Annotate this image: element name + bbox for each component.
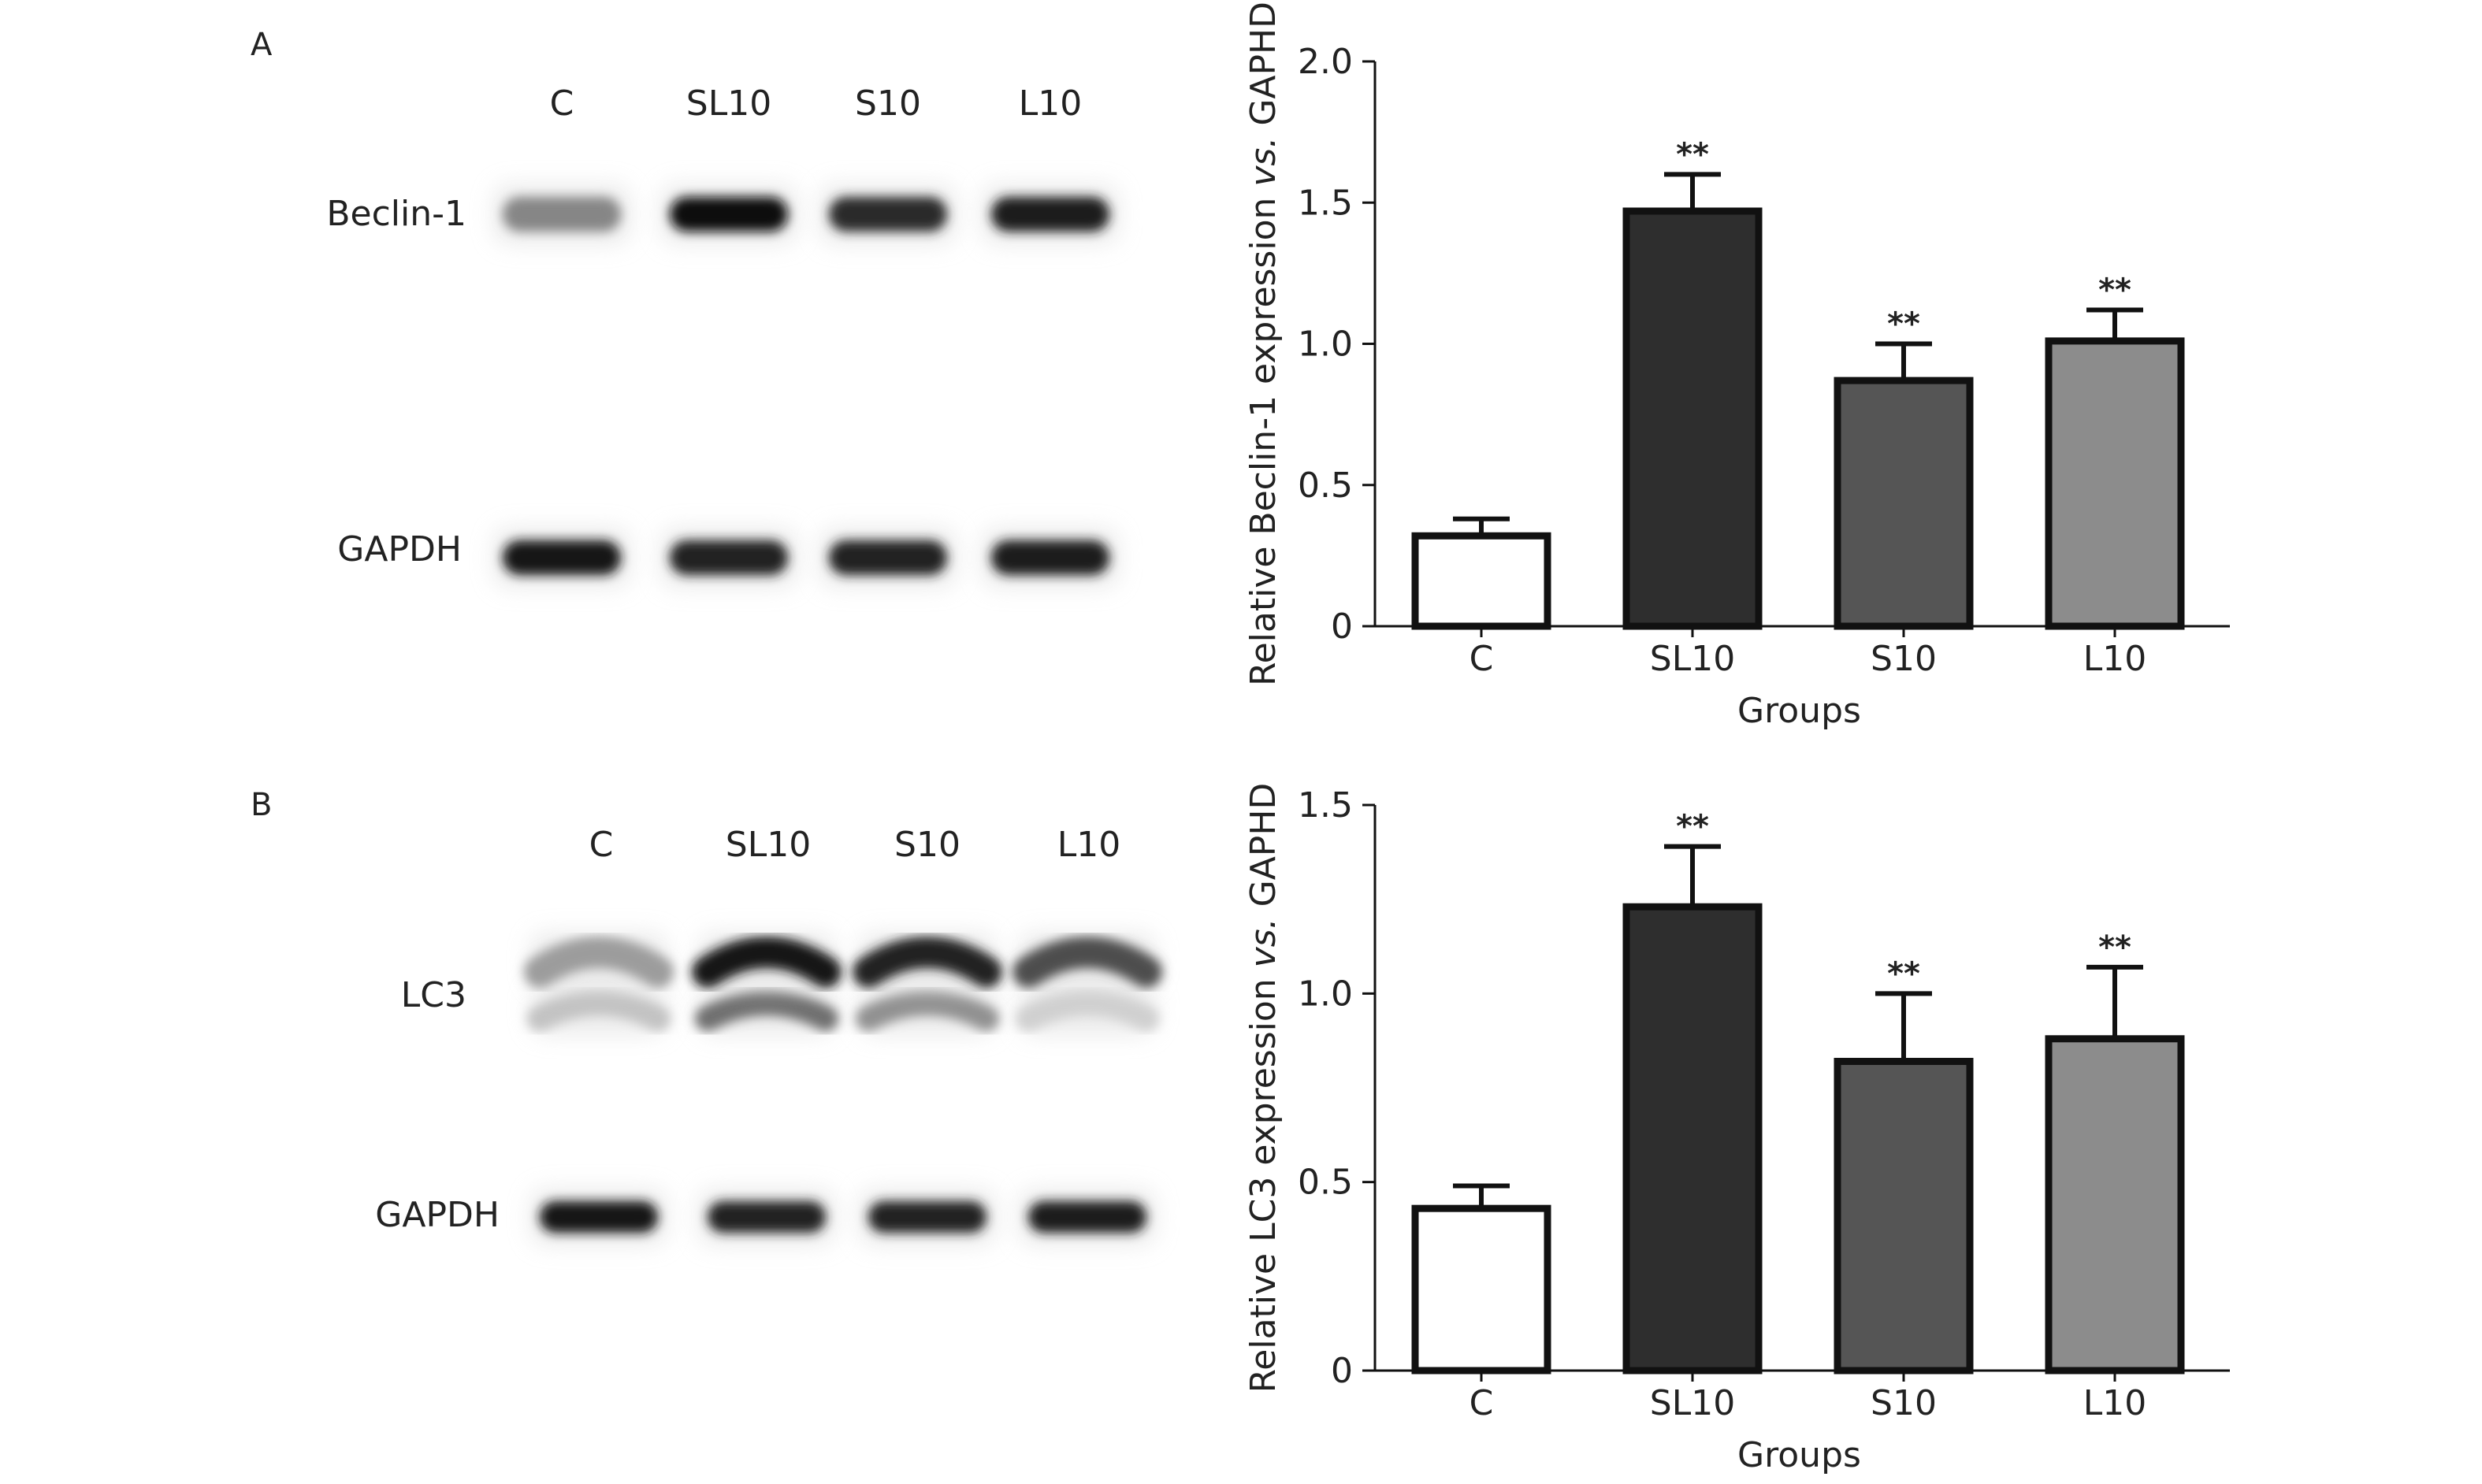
error-bar <box>1875 991 1932 1062</box>
blot-band <box>982 184 1119 244</box>
blot-a-bands <box>493 184 1119 588</box>
error-bar <box>2086 964 2143 1039</box>
blot-band <box>660 184 797 244</box>
x-tick-label: S10 <box>1871 639 1937 679</box>
panel-b-lane-labels: C SL10 S10 L10 <box>589 825 1121 865</box>
chart-beclin-1: 0 0.5 1.0 1.5 2.0 C ** SL10 ** S10 ** L10 Groups Rela… <box>1243 2 2230 731</box>
error-bar <box>1453 1183 1510 1209</box>
lane-label: SL10 <box>686 83 771 124</box>
blot-band <box>530 1189 667 1245</box>
significance-label: ** <box>1887 955 1920 992</box>
significance-label: ** <box>1676 809 1709 845</box>
blot-band <box>819 184 957 244</box>
blot-band <box>982 528 1119 588</box>
blot-row-label: GAPDH <box>337 529 462 569</box>
y-tick-label: 1.5 <box>1298 183 1353 223</box>
bar <box>1834 1057 1974 1375</box>
lane-label: C <box>550 83 574 124</box>
blot-band <box>1012 933 1162 989</box>
panel-b: B C SL10 S10 L10 LC3 GAPDH <box>251 787 1162 1245</box>
blot-row-label: LC3 <box>401 975 466 1015</box>
chart-lc3: 0 0.5 1.0 1.5 C ** SL10 ** S10 ** L10 Groups Relativ… <box>1243 783 2230 1475</box>
significance-label: ** <box>1676 136 1709 173</box>
lane-label: S10 <box>855 83 921 124</box>
lane-label: S10 <box>894 825 960 865</box>
bar <box>1411 1204 1551 1375</box>
panel-b-letter: B <box>251 787 272 823</box>
bar <box>2045 337 2185 630</box>
x-tick-label: C <box>1470 1383 1494 1423</box>
error-bar <box>1664 172 1721 212</box>
blot-row-label: GAPDH <box>375 1195 500 1235</box>
blot-band <box>524 933 674 989</box>
x-axis-title: Groups <box>1737 691 1861 731</box>
lane-label: SL10 <box>726 825 811 865</box>
blot-band <box>698 1189 835 1245</box>
bar <box>1411 532 1551 630</box>
blot-b-bands <box>524 933 1162 1245</box>
x-axis-title: Groups <box>1737 1435 1861 1475</box>
x-tick-label: L10 <box>2083 1383 2147 1423</box>
panel-a-lane-labels: C SL10 S10 L10 <box>550 83 1083 124</box>
blot-band <box>660 528 797 588</box>
x-tick-label: L10 <box>2083 639 2147 679</box>
blot-band <box>859 1189 996 1245</box>
lane-label: L10 <box>1019 83 1083 124</box>
y-axis-title: Relative Beclin-1 expression vs. GAPHD <box>1243 2 1284 686</box>
y-axis-title: Relative LC3 expression vs. GAPHD <box>1243 783 1284 1393</box>
blot-band <box>493 184 630 244</box>
error-bar <box>1664 844 1721 907</box>
y-tick-label: 0.5 <box>1298 466 1353 506</box>
significance-label: ** <box>1887 306 1920 343</box>
significance-label: ** <box>2098 929 2131 966</box>
y-tick-label: 1.5 <box>1298 785 1353 825</box>
x-tick-label: SL10 <box>1650 1383 1735 1423</box>
y-tick-label: 2.0 <box>1298 42 1353 82</box>
error-bar <box>2086 307 2143 341</box>
blot-band <box>493 528 630 588</box>
bar <box>1834 377 1974 630</box>
panel-a-letter: A <box>251 27 273 63</box>
blot-band <box>853 933 1002 989</box>
blot-band <box>1016 985 1159 1035</box>
y-tick-label: 1.0 <box>1298 974 1353 1014</box>
blot-band <box>527 985 671 1035</box>
y-tick-label: 0 <box>1331 607 1353 647</box>
significance-label: ** <box>2098 272 2131 308</box>
blot-band <box>819 528 957 588</box>
blot-band <box>856 985 999 1035</box>
bar <box>2045 1035 2185 1375</box>
error-bar <box>1875 341 1932 381</box>
y-tick-label: 0 <box>1331 1351 1353 1391</box>
bar <box>1622 207 1763 630</box>
blot-band <box>692 933 842 989</box>
bar <box>1622 903 1763 1375</box>
y-tick-label: 1.0 <box>1298 325 1353 365</box>
blot-band <box>695 985 838 1035</box>
blot-band <box>1019 1189 1156 1245</box>
lane-label: L10 <box>1057 825 1121 865</box>
x-tick-label: SL10 <box>1650 639 1735 679</box>
x-tick-label: S10 <box>1871 1383 1937 1423</box>
panel-a: A C SL10 S10 L10 Beclin-1 GAPDH <box>251 27 1119 588</box>
blot-row-label: Beclin-1 <box>326 194 466 234</box>
x-tick-label: C <box>1470 639 1494 679</box>
y-tick-label: 0.5 <box>1298 1163 1353 1203</box>
lane-label: C <box>589 825 614 865</box>
